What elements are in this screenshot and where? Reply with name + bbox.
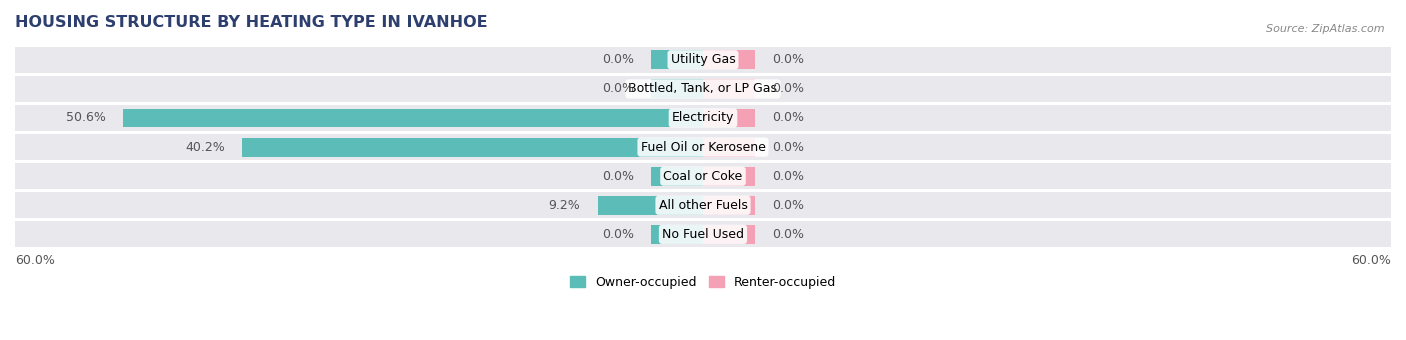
Bar xyxy=(242,138,703,156)
Text: 0.0%: 0.0% xyxy=(602,53,634,66)
Bar xyxy=(651,50,703,69)
Text: 0.0%: 0.0% xyxy=(772,170,804,183)
Bar xyxy=(703,138,755,156)
Text: 50.6%: 50.6% xyxy=(66,112,105,124)
Bar xyxy=(703,225,755,244)
Text: Source: ZipAtlas.com: Source: ZipAtlas.com xyxy=(1267,24,1385,34)
Bar xyxy=(651,225,703,244)
Legend: Owner-occupied, Renter-occupied: Owner-occupied, Renter-occupied xyxy=(565,271,841,294)
Text: 0.0%: 0.0% xyxy=(602,228,634,241)
Bar xyxy=(703,196,755,215)
Text: 0.0%: 0.0% xyxy=(772,199,804,212)
Text: Utility Gas: Utility Gas xyxy=(671,53,735,66)
Text: 60.0%: 60.0% xyxy=(15,254,55,267)
Bar xyxy=(122,108,703,128)
Bar xyxy=(15,163,1391,189)
Bar xyxy=(15,76,1391,102)
Text: No Fuel Used: No Fuel Used xyxy=(662,228,744,241)
Bar xyxy=(651,80,703,98)
Bar xyxy=(703,50,755,69)
Bar xyxy=(15,134,1391,160)
Text: 0.0%: 0.0% xyxy=(772,82,804,96)
Bar xyxy=(703,108,755,128)
Text: All other Fuels: All other Fuels xyxy=(658,199,748,212)
Text: 0.0%: 0.0% xyxy=(602,82,634,96)
Text: 9.2%: 9.2% xyxy=(548,199,581,212)
Text: 60.0%: 60.0% xyxy=(1351,254,1391,267)
Text: Electricity: Electricity xyxy=(672,112,734,124)
Text: 0.0%: 0.0% xyxy=(772,112,804,124)
Text: 0.0%: 0.0% xyxy=(602,170,634,183)
Text: Bottled, Tank, or LP Gas: Bottled, Tank, or LP Gas xyxy=(628,82,778,96)
Text: HOUSING STRUCTURE BY HEATING TYPE IN IVANHOE: HOUSING STRUCTURE BY HEATING TYPE IN IVA… xyxy=(15,15,488,30)
Bar xyxy=(598,196,703,215)
Bar xyxy=(15,192,1391,218)
Text: Coal or Coke: Coal or Coke xyxy=(664,170,742,183)
Bar xyxy=(15,221,1391,248)
Text: Fuel Oil or Kerosene: Fuel Oil or Kerosene xyxy=(641,140,765,154)
Bar xyxy=(15,47,1391,73)
Bar xyxy=(703,167,755,186)
Text: 40.2%: 40.2% xyxy=(186,140,225,154)
Bar xyxy=(651,167,703,186)
Text: 0.0%: 0.0% xyxy=(772,53,804,66)
Bar xyxy=(703,80,755,98)
Text: 0.0%: 0.0% xyxy=(772,228,804,241)
Text: 0.0%: 0.0% xyxy=(772,140,804,154)
Bar xyxy=(15,105,1391,131)
